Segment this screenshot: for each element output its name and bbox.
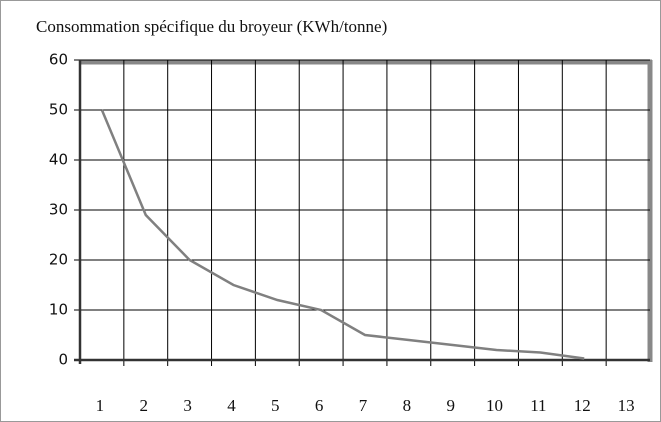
data-line [100, 109, 585, 360]
y-tick-label: 30 [49, 201, 68, 219]
x-tick-label: 5 [271, 396, 280, 415]
x-tick-label: 1 [96, 396, 105, 415]
x-tick-label: 2 [140, 396, 149, 415]
y-tick-label: 40 [49, 151, 68, 169]
x-tick-label: 8 [403, 396, 412, 415]
chart-title: Consommation spécifique du broyeur (KWh/… [36, 17, 387, 36]
x-tick-label: 9 [446, 396, 455, 415]
x-tick-label: 4 [227, 396, 236, 415]
y-tick-label: 20 [49, 251, 68, 269]
y-tick-label: 0 [58, 351, 68, 369]
x-tick-label: 11 [530, 396, 546, 415]
x-tick-label: 6 [315, 396, 324, 415]
y-tick-label: 60 [49, 51, 68, 69]
y-tick-label: 50 [49, 101, 68, 119]
x-tick-label: 13 [618, 396, 635, 415]
x-tick-label: 7 [359, 396, 368, 415]
x-tick-label: 10 [486, 396, 503, 415]
x-tick-label: 12 [574, 396, 591, 415]
x-tick-label: 3 [183, 396, 192, 415]
y-tick-label: 10 [49, 301, 68, 319]
